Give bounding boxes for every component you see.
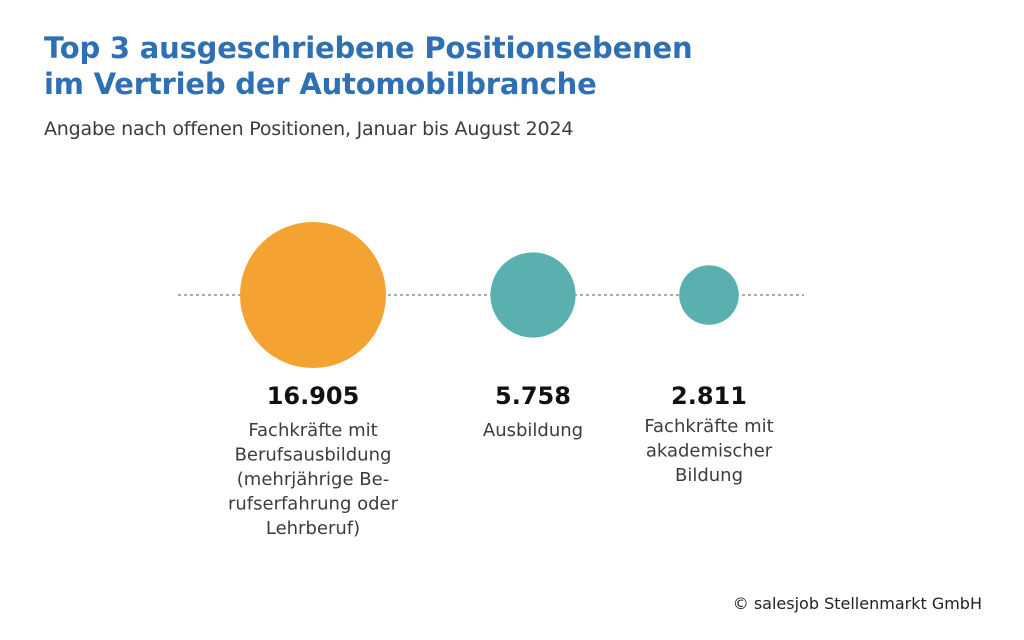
- category-label-3-line-3: Bildung: [675, 465, 743, 486]
- value-label-3: 2.811: [671, 382, 747, 410]
- chart-title-line-1: Top 3 ausgeschriebene Positionsebenen: [44, 31, 693, 65]
- category-label-3-line-2: akademischer: [646, 441, 773, 462]
- bubble-2: [490, 252, 576, 338]
- category-label-1-line-2: Berufsausbildung: [235, 445, 392, 466]
- category-label-3-line-1: Fachkräfte mit: [644, 416, 773, 437]
- bubble-3: [679, 265, 739, 325]
- category-label-1-line-5: Lehrberuf): [266, 518, 360, 539]
- chart-title: Top 3 ausgeschriebene Positionsebenen im…: [44, 30, 693, 102]
- category-label-1-line-4: rufserfahrung oder: [228, 494, 399, 515]
- chart-subtitle: Angabe nach offenen Positionen, Januar b…: [44, 118, 574, 140]
- category-label-1-line-1: Fachkräfte mit: [248, 420, 377, 441]
- bubble-1: [240, 222, 386, 368]
- copyright-notice: © salesjob Stellenmarkt GmbH: [732, 594, 982, 613]
- category-label-2-line-1: Ausbildung: [483, 420, 583, 441]
- chart-title-line-2: im Vertrieb der Automobilbranche: [44, 67, 597, 101]
- category-label-1-line-3: (mehrjährige Be-: [237, 469, 389, 490]
- value-label-2: 5.758: [495, 382, 571, 410]
- value-label-1: 16.905: [267, 382, 360, 410]
